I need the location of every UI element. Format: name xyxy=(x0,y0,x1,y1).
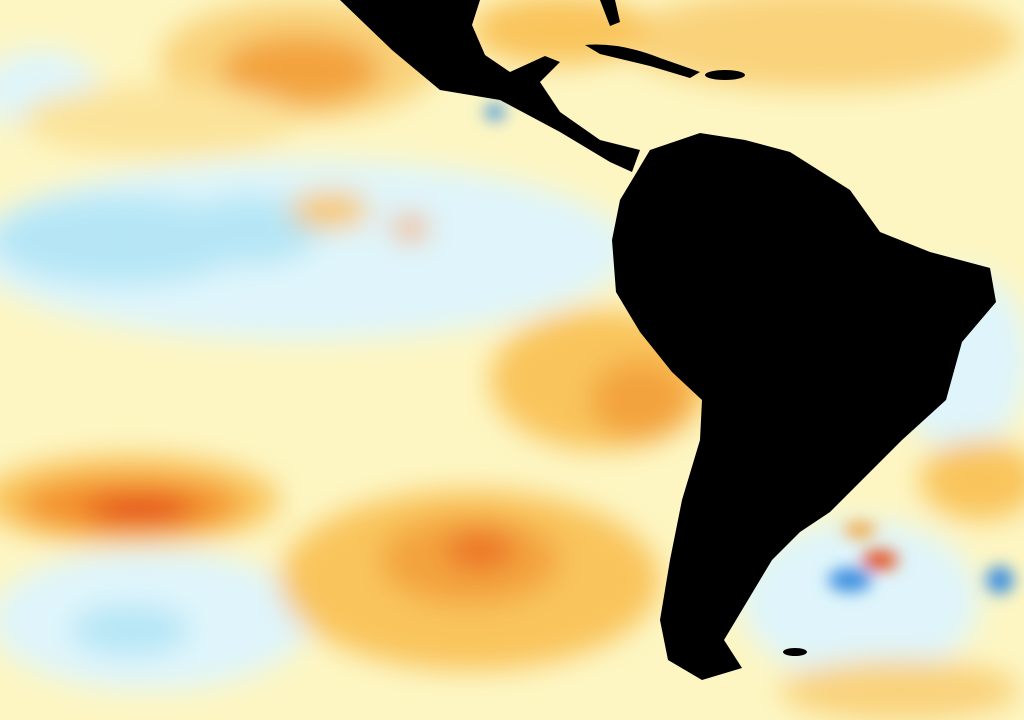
warm-core xyxy=(85,495,195,525)
south-america xyxy=(612,133,996,680)
warm-patch xyxy=(290,192,370,228)
warm-eddy xyxy=(862,550,898,570)
cool-patch xyxy=(180,195,320,265)
warm-patch xyxy=(620,0,1020,90)
warm-patch xyxy=(20,85,300,155)
land xyxy=(340,0,996,680)
hispaniola xyxy=(705,70,745,80)
warm-patch xyxy=(220,35,380,105)
cool-patch xyxy=(740,520,980,680)
central-america xyxy=(340,0,640,172)
cuba xyxy=(585,44,700,78)
warm-patch xyxy=(920,440,1024,520)
cold-eddy xyxy=(986,566,1014,594)
cold-eddy xyxy=(828,568,872,592)
warm-patch xyxy=(780,660,1020,720)
cold-eddy xyxy=(485,104,505,120)
southwest-atlantic-eddies xyxy=(485,104,1014,594)
warm-core xyxy=(445,530,515,570)
falklands xyxy=(783,648,807,656)
cool-patch xyxy=(70,605,190,655)
warm-patch xyxy=(590,360,690,440)
florida xyxy=(600,0,620,26)
warm-patch xyxy=(392,216,428,240)
warm-eddy xyxy=(844,522,876,538)
